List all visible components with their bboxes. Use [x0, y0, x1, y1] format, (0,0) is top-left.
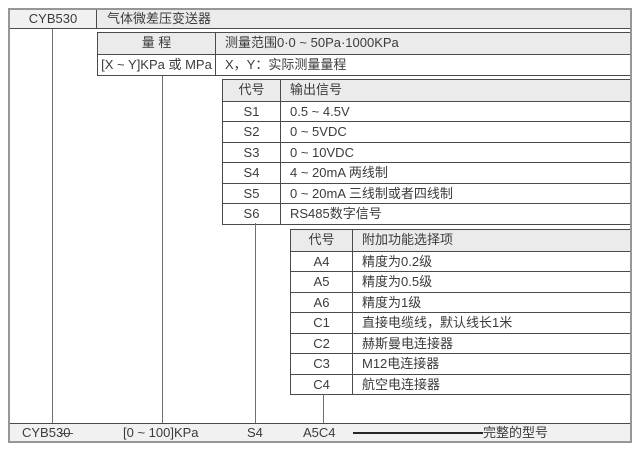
table-row: C3 M12电连接器 — [291, 353, 630, 374]
addon-column-header: 附加功能选择项 — [353, 230, 630, 251]
connector-line-signal — [255, 223, 256, 423]
range-format-cell: [X ~ Y]KPa 或 MPa — [98, 55, 216, 75]
table-row: S2 0 ~ 5VDC — [223, 121, 630, 142]
addon-desc: 精度为0.5级 — [353, 272, 630, 292]
connector-line-addon — [323, 394, 324, 423]
table-row: S4 4 ~ 20mA 两线制 — [223, 162, 630, 183]
product-name-cell: 气体微差压变送器 — [97, 10, 630, 28]
addon-desc: 航空电连接器 — [353, 374, 630, 394]
table-row: S3 0 ~ 10VDC — [223, 141, 630, 162]
addon-desc: 精度为0.2级 — [353, 251, 630, 271]
output-signal-table: 代号 输出信号 S1 0.5 ~ 4.5V S2 0 ~ 5VDC S3 0 ~… — [222, 79, 630, 225]
code-column-header: 代号 — [291, 230, 353, 251]
example-signal: S4 — [247, 425, 263, 440]
signal-code: S3 — [223, 142, 281, 162]
addon-table: 代号 附加功能选择项 A4 精度为0.2级 A5 精度为0.5级 A6 精度为1… — [290, 229, 630, 395]
output-signal-header-row: 代号 输出信号 — [223, 80, 630, 101]
example-dash: — — [60, 425, 73, 440]
signal-code: S4 — [223, 163, 281, 183]
signal-code: S6 — [223, 204, 281, 224]
signal-code: S1 — [223, 101, 281, 121]
example-model: CYB530 — [22, 425, 71, 440]
addon-header-row: 代号 附加功能选择项 — [291, 230, 630, 251]
code-column-header: 代号 — [223, 80, 281, 101]
signal-desc: 0 ~ 20mA 三线制或者四线制 — [281, 183, 630, 203]
connector-line-model — [52, 29, 53, 423]
addon-code: C3 — [291, 354, 353, 374]
table-row: S1 0.5 ~ 4.5V — [223, 100, 630, 121]
range-format-note-cell: X，Y：实际测量量程 — [216, 55, 630, 75]
addon-code: A5 — [291, 272, 353, 292]
range-header-row: 量 程 测量范围0·0 ~ 50Pa·1000KPa — [98, 33, 630, 54]
addon-code: A4 — [291, 251, 353, 271]
signal-code: S5 — [223, 183, 281, 203]
example-addon: A5C4 — [303, 425, 336, 440]
header-row: CYB530 气体微差压变送器 — [10, 10, 630, 29]
addon-code: A6 — [291, 292, 353, 312]
range-block: 量 程 测量范围0·0 ~ 50Pa·1000KPa [X ~ Y]KPa 或 … — [97, 32, 630, 76]
addon-code: C4 — [291, 374, 353, 394]
addon-desc: 精度为1级 — [353, 292, 630, 312]
example-label: 完整的型号 — [483, 425, 549, 440]
table-row: S5 0 ~ 20mA 三线制或者四线制 — [223, 182, 630, 203]
table-row: C4 航空电连接器 — [291, 373, 630, 394]
model-code-cell: CYB530 — [10, 10, 97, 28]
signal-desc: 0.5 ~ 4.5V — [281, 101, 630, 121]
signal-desc: 0 ~ 10VDC — [281, 142, 630, 162]
table-row: A6 精度为1级 — [291, 291, 630, 312]
signal-desc: RS485数字信号 — [281, 204, 630, 224]
connector-line-range — [162, 76, 163, 423]
table-row: C2 赫斯曼电连接器 — [291, 332, 630, 353]
output-signal-column-header: 输出信号 — [281, 80, 630, 101]
range-label-cell: 量 程 — [98, 33, 216, 54]
outer-border — [8, 8, 632, 443]
addon-desc: M12电连接器 — [353, 354, 630, 374]
signal-desc: 0 ~ 5VDC — [281, 122, 630, 142]
example-leader-line — [353, 432, 483, 434]
range-spec-cell: 测量范围0·0 ~ 50Pa·1000KPa — [216, 33, 630, 54]
addon-desc: 赫斯曼电连接器 — [353, 333, 630, 353]
addon-code: C1 — [291, 313, 353, 333]
example-range: [0 ~ 100]KPa — [123, 425, 199, 440]
table-row: C1 直接电缆线，默认线长1米 — [291, 312, 630, 333]
signal-code: S2 — [223, 122, 281, 142]
table-row: A4 精度为0.2级 — [291, 250, 630, 271]
addon-code: C2 — [291, 333, 353, 353]
addon-desc: 直接电缆线，默认线长1米 — [353, 313, 630, 333]
table-row: A5 精度为0.5级 — [291, 271, 630, 292]
signal-desc: 4 ~ 20mA 两线制 — [281, 163, 630, 183]
example-model-row: CYB530 — [0 ~ 100]KPa S4 A5C4 完整的型号 — [10, 423, 630, 441]
range-format-row: [X ~ Y]KPa 或 MPa X，Y：实际测量量程 — [98, 54, 630, 75]
table-row: S6 RS485数字信号 — [223, 203, 630, 224]
